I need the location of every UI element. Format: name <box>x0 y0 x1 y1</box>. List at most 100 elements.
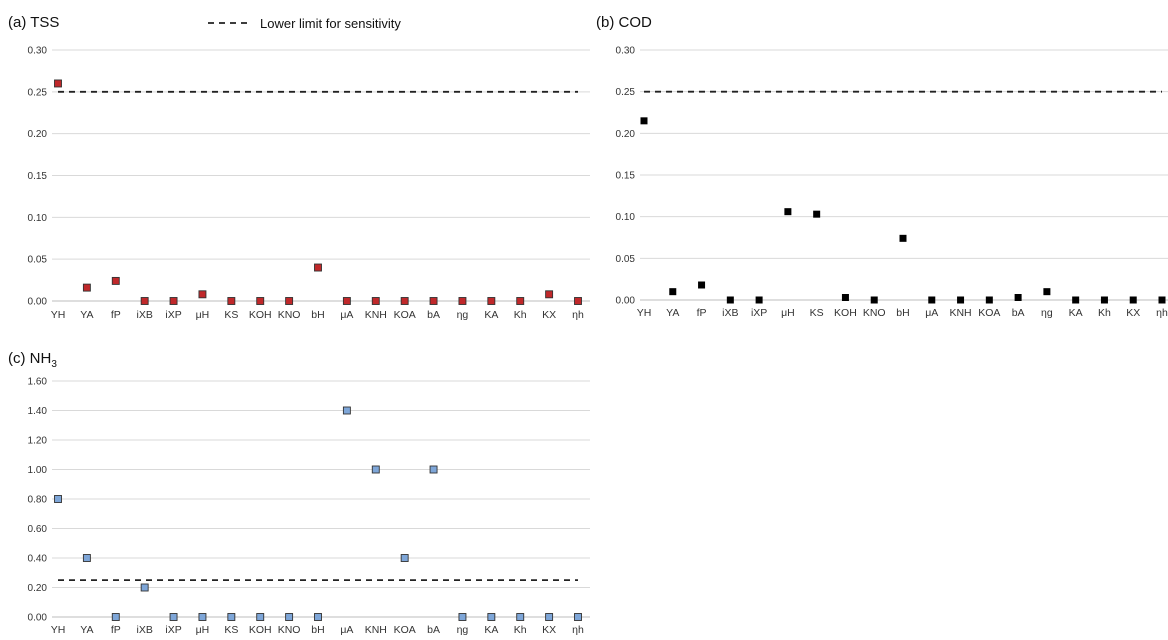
nh3-ytick-label: 1.20 <box>28 436 48 447</box>
tss-data-point <box>285 297 294 305</box>
nh3-data-point <box>574 613 582 621</box>
tss-xtick-label: bA <box>427 309 440 321</box>
tss-xtick-label: KA <box>484 309 498 321</box>
nh3-ytick-label: 0.80 <box>28 495 48 506</box>
panel-title-nh3-subscript: 3 <box>51 359 57 370</box>
tss-data-point <box>400 297 409 305</box>
nh3-xtick-label: KX <box>542 624 556 636</box>
nh3-xtick-label: fP <box>111 624 121 636</box>
tss-ytick-label: 0.20 <box>28 129 48 140</box>
tss-data-point <box>342 297 351 305</box>
cod-data-point <box>726 296 734 304</box>
tss-data-point <box>169 297 178 305</box>
cod-xtick-label: iXB <box>722 307 738 319</box>
tss-ytick-label: 0.25 <box>28 87 48 98</box>
nh3-ytick-label: 0.20 <box>28 583 48 594</box>
cod-xtick-label: KS <box>810 307 824 319</box>
cod-data-point <box>669 288 677 296</box>
nh3-xtick-label: bH <box>311 624 324 636</box>
nh3-data-point <box>82 554 91 562</box>
tss-xtick-label: bH <box>311 309 324 321</box>
nh3-data-point <box>227 613 236 621</box>
tss-ytick-label: 0.00 <box>28 297 48 308</box>
tss-ytick-label: 0.10 <box>28 213 48 224</box>
cod-xtick-label: KA <box>1069 307 1083 319</box>
nh3-data-point <box>400 554 409 562</box>
tss-xtick-label: ηg <box>457 309 469 321</box>
tss-xtick-label: KOH <box>249 309 272 321</box>
nh3-data-point <box>371 465 380 474</box>
cod-data-point <box>1100 296 1108 304</box>
cod-data-point <box>1072 296 1080 304</box>
cod-data-point <box>928 296 936 304</box>
tss-data-point <box>574 297 582 305</box>
cod-data-point <box>870 296 878 304</box>
nh3-xtick-label: KS <box>224 624 238 636</box>
cod-xtick-label: Kh <box>1098 307 1111 319</box>
nh3-ytick-label: 0.00 <box>28 613 48 624</box>
tss-data-point <box>545 290 554 299</box>
nh3-data-point <box>516 613 525 621</box>
tss-xtick-label: KX <box>542 309 556 321</box>
cod-data-point <box>841 294 849 301</box>
legend-label: Lower limit for sensitivity <box>260 16 401 31</box>
cod-ytick-label: 0.15 <box>616 171 636 182</box>
tss-xtick-label: μH <box>196 309 210 321</box>
cod-data-point <box>1158 296 1166 304</box>
cod-xtick-label: bH <box>896 307 909 319</box>
tss-data-point <box>429 297 438 305</box>
panel-title-nh3-main: (c) NH <box>8 350 51 367</box>
tss-xtick-label: YA <box>80 309 93 321</box>
nh3-ytick-label: 1.60 <box>28 377 48 388</box>
nh3-data-point <box>487 613 496 621</box>
cod-ytick-label: 0.20 <box>616 129 636 140</box>
nh3-xtick-label: YH <box>51 624 66 636</box>
tss-xtick-label: Kh <box>514 309 527 321</box>
cod-data-point <box>1014 294 1022 301</box>
cod-xtick-label: KX <box>1126 307 1140 319</box>
cod-ytick-label: 0.25 <box>616 87 636 98</box>
panel-nh3: (c) NH3 0.00 0.20 0.40 0.60 0.80 1.00 1.20 1.40… <box>8 350 590 636</box>
nh3-xtick-label: KNO <box>278 624 301 636</box>
nh3-xtick-label: KA <box>484 624 498 636</box>
cod-data-point <box>1043 288 1051 296</box>
cod-ytick-label: 0.30 <box>616 46 636 57</box>
nh3-data-point <box>285 613 294 621</box>
cod-ytick-label: 0.00 <box>616 296 636 307</box>
nh3-xtick-label: iXB <box>136 624 152 636</box>
tss-xtick-label: KNO <box>278 309 301 321</box>
tss-xtick-label: KNH <box>365 309 387 321</box>
cod-xtick-label: fP <box>697 307 707 319</box>
nh3-data-point <box>198 613 207 621</box>
cod-data-point <box>813 210 821 218</box>
nh3-xtick-label: ηh <box>572 624 584 636</box>
cod-xtick-label: bA <box>1012 307 1025 319</box>
nh3-ytick-label: 0.60 <box>28 524 48 535</box>
tss-data-point <box>227 297 236 305</box>
tss-data-point <box>314 263 322 272</box>
nh3-xtick-label: KOH <box>249 624 272 636</box>
cod-data-point <box>755 296 763 304</box>
tss-data-point <box>111 276 120 285</box>
nh3-xtick-label: iXP <box>165 624 181 636</box>
nh3-xtick-label: Kh <box>514 624 527 636</box>
tss-xtick-label: KS <box>224 309 238 321</box>
cod-xtick-label: iXP <box>751 307 767 319</box>
tss-xtick-label: iXP <box>165 309 181 321</box>
nh3-ytick-label: 0.40 <box>28 554 48 565</box>
tss-xtick-label: iXB <box>136 309 152 321</box>
nh3-xtick-label: bA <box>427 624 440 636</box>
cod-data-point <box>985 296 993 304</box>
tss-data-point <box>256 297 265 305</box>
cod-xtick-label: ηh <box>1156 307 1168 319</box>
tss-ytick-label: 0.30 <box>28 46 48 57</box>
tss-xtick-label: KOA <box>394 309 416 321</box>
nh3-data-point <box>545 613 554 621</box>
nh3-ytick-label: 1.40 <box>28 406 48 417</box>
tss-xtick-label: ηh <box>572 309 584 321</box>
panel-cod: (b) COD 0.00 0.05 0.10 0.15 0.20 0.25 0.30 YH Y… <box>596 14 1168 319</box>
cod-xtick-label: YA <box>666 307 679 319</box>
tss-xtick-label: fP <box>111 309 121 321</box>
tss-data-point <box>82 283 91 292</box>
tss-ytick-label: 0.05 <box>28 255 48 266</box>
